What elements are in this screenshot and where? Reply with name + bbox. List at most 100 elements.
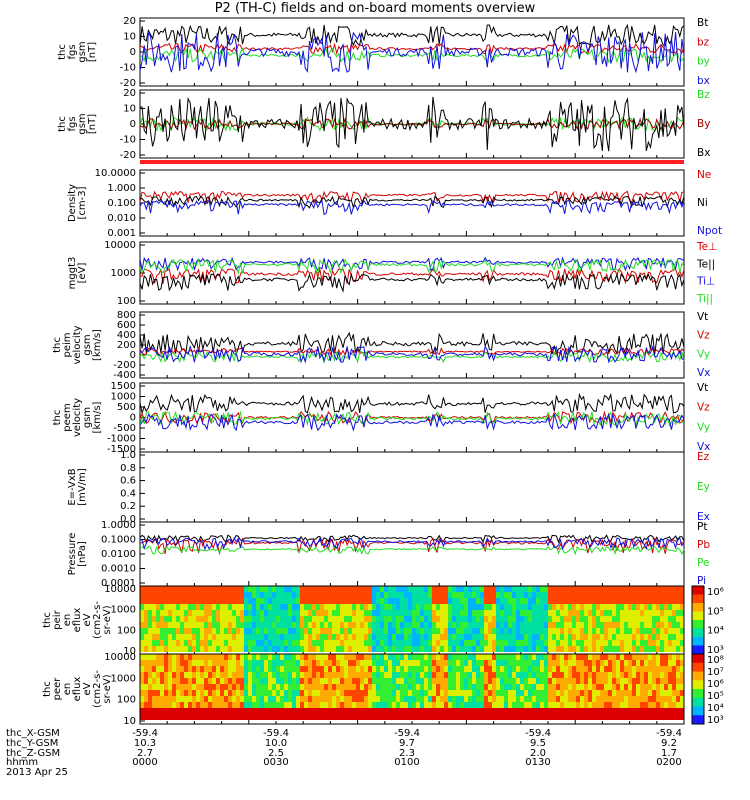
spectrogram-cell (236, 684, 240, 690)
spectrogram-cell (596, 684, 600, 690)
spectrogram-cell (356, 646, 360, 652)
spectrogram-cell (632, 678, 636, 684)
spectrogram-cell (352, 660, 356, 666)
spectrogram-cell (644, 646, 648, 652)
spectrogram-cell (600, 640, 604, 646)
spectrogram-cell (172, 610, 176, 616)
spectrogram-cell (388, 616, 392, 622)
spectrogram-cell (420, 628, 424, 634)
spectrogram-cell (220, 654, 224, 660)
spectrogram-cell (144, 640, 148, 646)
spectrogram-cell (452, 640, 456, 646)
spectrogram-cell (372, 586, 376, 592)
panel-frame-top (139, 653, 685, 725)
spectrogram-cell (148, 684, 152, 690)
spectrogram-cell (212, 628, 216, 634)
spectrogram-cell (412, 678, 416, 684)
spectrogram-cell (168, 696, 172, 702)
spectrogram-cell (444, 634, 448, 640)
spectrogram-cell (392, 592, 396, 598)
footer-z-value: 2.0 (530, 747, 546, 759)
spectrogram-cell (484, 708, 488, 714)
spectrogram-cell (228, 684, 232, 690)
spectrogram-cell (388, 622, 392, 628)
spectrogram-cell (428, 610, 432, 616)
spectrogram-cell (148, 622, 152, 628)
spectrogram-cell (204, 660, 208, 666)
spectrogram-cell (312, 610, 316, 616)
spectrogram-cell (200, 634, 204, 640)
spectrogram-cell (364, 678, 368, 684)
spectrogram-cell (156, 714, 160, 720)
spectrogram-cell (420, 622, 424, 628)
spectrogram-cell (224, 696, 228, 702)
spectrogram-cell (164, 610, 168, 616)
ytick-label: 0.0100 (101, 549, 136, 560)
spectrogram-cell (160, 640, 164, 646)
spectrogram-cell (652, 702, 656, 708)
spectrogram-cell (420, 678, 424, 684)
spectrogram-cell (272, 660, 276, 666)
spectrogram-cell (640, 714, 644, 720)
spectrogram-cell (640, 610, 644, 616)
spectrogram-cell (312, 684, 316, 690)
spectrogram-cell (428, 634, 432, 640)
spectrogram-cell (140, 714, 144, 720)
spectrogram-cell (644, 616, 648, 622)
legend-bx: Bx (697, 147, 710, 159)
spectrogram-cell (416, 598, 420, 604)
spectrogram-cell (164, 592, 168, 598)
spectrogram-cell (500, 640, 504, 646)
spectrogram-cell (428, 696, 432, 702)
spectrogram-cell (212, 702, 216, 708)
spectrogram-cell (372, 660, 376, 666)
spectrogram-cell (164, 708, 168, 714)
spectrogram-cell (664, 592, 668, 598)
spectrogram-cell (500, 604, 504, 610)
spectrogram-cell (512, 646, 516, 652)
spectrogram-cell (484, 684, 488, 690)
spectrogram-cell (544, 592, 548, 598)
spectrogram-cell (364, 598, 368, 604)
panel-ylabel: Density[cm-3] (67, 184, 88, 222)
spectrogram-cell (256, 592, 260, 598)
spectrogram-cell (484, 592, 488, 598)
spectrogram-cell (180, 592, 184, 598)
spectrogram-cell (512, 696, 516, 702)
spectrogram-cell (216, 714, 220, 720)
spectrogram-cell (272, 640, 276, 646)
spectrogram-cell (316, 640, 320, 646)
spectrogram-cell (408, 628, 412, 634)
spectrogram-cell (576, 628, 580, 634)
spectrogram-cell (180, 616, 184, 622)
spectrogram-cell (144, 660, 148, 666)
spectrogram-cell (548, 616, 552, 622)
spectrogram-cell (488, 684, 492, 690)
spectrogram-cell (532, 586, 536, 592)
spectrogram-cell (184, 678, 188, 684)
spectrogram-cell (292, 684, 296, 690)
spectrogram-cell (624, 660, 628, 666)
colorbar-segment (692, 715, 704, 719)
spectrogram-cell (392, 702, 396, 708)
spectrogram-cell (172, 604, 176, 610)
spectrogram-cell (312, 634, 316, 640)
spectrogram-cell (248, 696, 252, 702)
spectrogram-cell (176, 604, 180, 610)
spectrogram-cell (316, 586, 320, 592)
spectrogram-cell (312, 714, 316, 720)
spectrogram-cell (324, 604, 328, 610)
spectrogram-cell (364, 604, 368, 610)
spectrogram-cell (300, 610, 304, 616)
spectrogram-cell (424, 702, 428, 708)
spectrogram-cell (480, 604, 484, 610)
spectrogram-cell (636, 666, 640, 672)
spectrogram-cell (232, 646, 236, 652)
spectrogram-cell (164, 684, 168, 690)
spectrogram-cell (216, 708, 220, 714)
spectrogram-cell (272, 702, 276, 708)
spectrogram-cell (644, 640, 648, 646)
spectrogram-cell (560, 714, 564, 720)
spectrogram-cell (612, 604, 616, 610)
spectrogram-cell (156, 610, 160, 616)
